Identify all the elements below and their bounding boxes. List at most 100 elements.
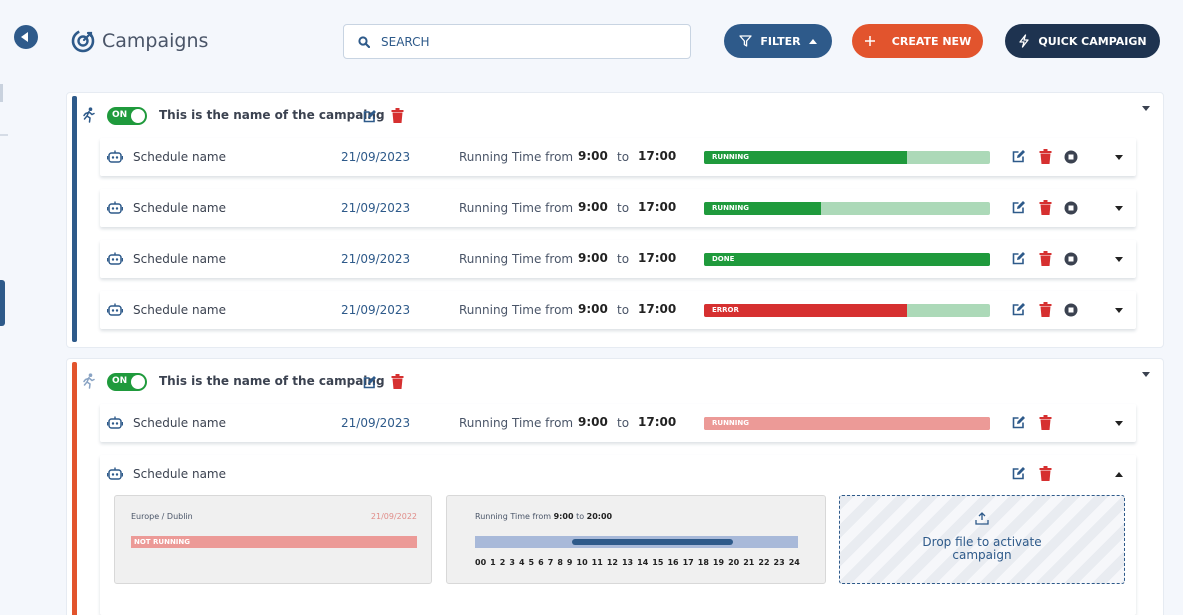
status-label: DONE (712, 255, 735, 263)
status-progress-bar: RUNNING (704, 417, 990, 430)
collapse-sidebar-button[interactable] (14, 25, 38, 49)
schedule-expand-caret[interactable] (1115, 257, 1123, 262)
running-time-label: Running Time from (459, 416, 574, 430)
running-person-icon (83, 373, 95, 389)
file-drop-zone[interactable]: Drop file to activate campaign (839, 495, 1125, 584)
lightning-icon (1019, 34, 1030, 48)
time-to-label: to (617, 303, 630, 317)
drop-zone-line-2: campaign (952, 548, 1012, 562)
hour-tick-label: 16 (667, 558, 679, 567)
quick-campaign-button[interactable]: QUICK CAMPAIGN (1005, 24, 1160, 58)
hour-scale: 00 1 2 3 4 5 6 7 8 9 10 11 12 13 14 15 16 17 18 19 20 21 22 23 2… (475, 558, 800, 567)
time-to-label: to (617, 252, 630, 266)
stop-icon[interactable] (1064, 303, 1078, 317)
schedule-row[interactable]: Schedule name 21/09/2023 Running Time from… (100, 291, 1136, 329)
edit-icon[interactable] (363, 375, 377, 389)
hour-tick-label: 20 (728, 558, 740, 567)
timezone-panel: Europe / Dublin 21/09/2022 NOT RUNNING (114, 495, 432, 584)
campaign-name: This is the name of the campaing (159, 108, 385, 122)
upload-icon (975, 512, 989, 525)
schedule-row[interactable]: Schedule name 21/09/2023 Running Time from… (100, 404, 1136, 442)
filter-button[interactable]: FILTER (724, 24, 832, 58)
hour-tick-label: 10 (576, 558, 588, 567)
hour-tick-label: 00 (475, 558, 487, 567)
progress-fill (704, 253, 990, 266)
hour-tick-label: 18 (697, 558, 709, 567)
schedule-date: 21/09/2023 (341, 252, 411, 266)
edit-icon[interactable] (1012, 302, 1026, 316)
search-input[interactable] (381, 31, 681, 53)
campaign-collapse-caret[interactable] (1142, 372, 1150, 377)
edit-icon[interactable] (1012, 149, 1026, 163)
running-person-icon (83, 107, 95, 123)
status-progress-bar: ERROR (704, 304, 990, 317)
quick-campaign-button-label: QUICK CAMPAIGN (1038, 34, 1147, 48)
hour-tick-label: 4 (518, 558, 525, 567)
robot-icon (107, 467, 123, 480)
time-to-label: to (617, 201, 630, 215)
status-progress-bar: DONE (704, 253, 990, 266)
time-to: 17:00 (638, 302, 677, 316)
delete-icon[interactable] (1039, 466, 1052, 481)
edit-icon[interactable] (1012, 415, 1026, 429)
schedule-row[interactable]: Schedule name 21/09/2023 Running Time from… (100, 240, 1136, 278)
campaign-name: This is the name of the campaing (159, 374, 385, 388)
edit-icon[interactable] (1012, 200, 1026, 214)
status-label: NOT RUNNING (134, 538, 191, 546)
hour-tick-label: 21 (743, 558, 755, 567)
status-progress-bar: RUNNING (704, 202, 990, 215)
hour-tick-label: 22 (758, 558, 770, 567)
running-time-text: Running Time from (475, 512, 552, 521)
hour-tick-label: 3 (509, 558, 515, 567)
not-running-status-bar: NOT RUNNING (131, 536, 417, 548)
campaign-accent-bar (72, 362, 77, 615)
hour-tick-label: 17 (682, 558, 694, 567)
delete-icon[interactable] (1039, 200, 1052, 215)
search-box[interactable] (343, 24, 691, 59)
stop-icon[interactable] (1064, 201, 1078, 215)
time-from: 9:00 (578, 415, 608, 429)
time-to: 20:00 (586, 512, 613, 521)
campaign-toggle[interactable]: ON (107, 373, 147, 391)
delete-icon[interactable] (391, 374, 404, 389)
hour-tick-label: 11 (591, 558, 603, 567)
hour-tick-label: 23 (773, 558, 785, 567)
time-from: 9:00 (578, 149, 608, 163)
campaign-collapse-caret[interactable] (1142, 106, 1150, 111)
delete-icon[interactable] (1039, 251, 1052, 266)
delete-icon[interactable] (1039, 302, 1052, 317)
edit-icon[interactable] (1012, 466, 1026, 480)
filter-button-label: FILTER (760, 34, 801, 48)
status-label: RUNNING (712, 204, 749, 212)
hour-tick-label: 12 (606, 558, 618, 567)
stop-icon[interactable] (1064, 150, 1078, 164)
schedule-expand-caret[interactable] (1115, 155, 1123, 160)
sidebar-divider (0, 134, 8, 136)
schedule-row[interactable]: Schedule name 21/09/2023 Running Time from… (100, 189, 1136, 227)
schedule-expand-caret[interactable] (1115, 206, 1123, 211)
schedule-date: 21/09/2023 (341, 416, 411, 430)
sidebar-active-indicator[interactable] (0, 280, 5, 326)
campaign-card: ON This is the name of the campaing Sche… (66, 92, 1164, 348)
edit-icon[interactable] (363, 109, 377, 123)
schedule-collapse-caret[interactable] (1115, 472, 1123, 477)
edit-icon[interactable] (1012, 251, 1026, 265)
time-to: 17:00 (638, 251, 677, 265)
hour-tick-label: 14 (637, 558, 649, 567)
schedule-expand-caret[interactable] (1115, 308, 1123, 313)
create-new-button[interactable]: CREATE NEW (852, 24, 983, 58)
filter-icon (739, 35, 752, 47)
hour-tick-label: 5 (528, 558, 535, 567)
campaign-toggle[interactable]: ON (107, 107, 147, 125)
time-range-track[interactable] (475, 536, 798, 548)
schedule-expand-caret[interactable] (1115, 421, 1123, 426)
schedule-row[interactable]: Schedule name 21/09/2023 Running Time from… (100, 138, 1136, 176)
stop-icon[interactable] (1064, 252, 1078, 266)
delete-icon[interactable] (1039, 149, 1052, 164)
delete-icon[interactable] (391, 108, 404, 123)
time-range-window[interactable] (571, 539, 734, 545)
delete-icon[interactable] (1039, 415, 1052, 430)
timezone-label: Europe / Dublin (131, 512, 193, 521)
time-from: 9:00 (553, 512, 574, 521)
time-to-label: to (576, 512, 585, 521)
